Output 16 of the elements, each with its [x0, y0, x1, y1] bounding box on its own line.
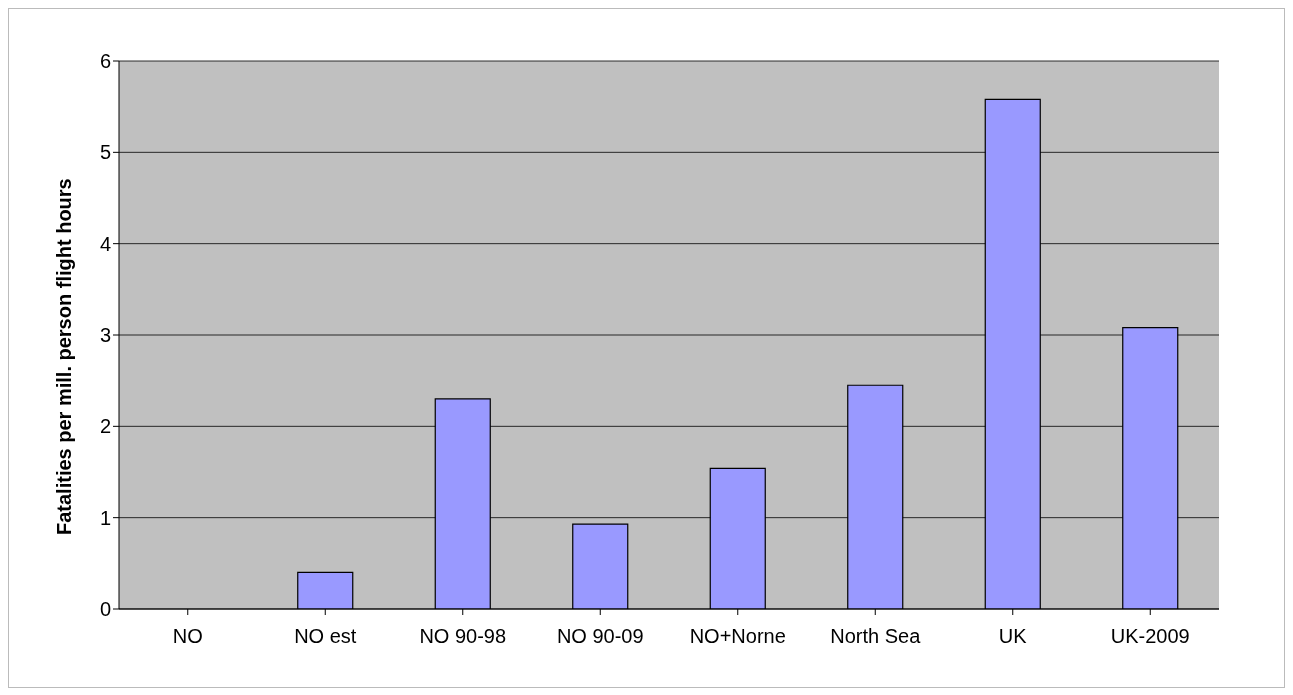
y-tick-label: 1: [99, 506, 111, 529]
x-tick-label: UK-2009: [1110, 625, 1190, 648]
x-tick-label: NO+Norne: [689, 625, 786, 648]
x-tick-label: UK: [998, 625, 1028, 648]
x-tick-label: NO est: [294, 625, 357, 648]
x-tick-label: North Sea: [830, 625, 922, 648]
y-tick-label: 4: [99, 232, 111, 255]
y-tick-label: 6: [99, 50, 111, 73]
x-tick-label: NO 90-98: [419, 625, 507, 648]
y-tick-label: 5: [99, 141, 111, 164]
y-tick-label: 2: [99, 415, 111, 438]
x-tick-label: NO: [172, 625, 203, 648]
y-axis-title: Fatalities per mill. person flight hours: [53, 178, 76, 535]
y-tick-label: 0: [99, 598, 111, 621]
y-tick-label: 3: [99, 324, 111, 347]
x-tick-label: NO 90-09: [556, 625, 644, 648]
